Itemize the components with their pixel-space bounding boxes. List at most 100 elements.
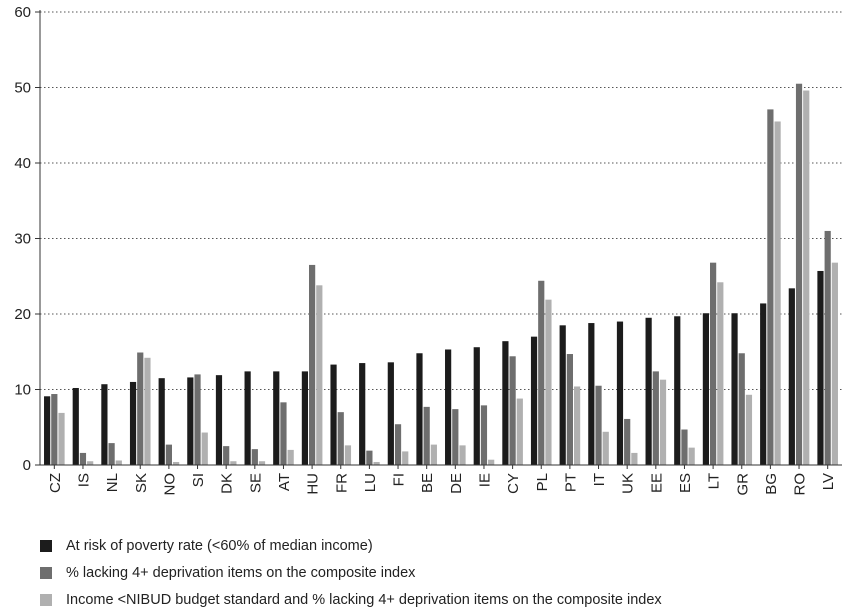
- bar: [588, 323, 594, 465]
- bar: [144, 358, 150, 465]
- bar: [302, 371, 308, 465]
- x-tick-label: IS: [75, 473, 92, 487]
- x-tick-label: ES: [677, 473, 694, 493]
- bar: [624, 419, 630, 465]
- x-tick-label: LU: [362, 473, 379, 492]
- bar: [58, 413, 64, 465]
- bar: [230, 461, 236, 465]
- bar: [746, 395, 752, 465]
- bar: [617, 322, 623, 465]
- bar: [87, 461, 93, 465]
- bar: [502, 341, 508, 465]
- x-tick-label: SE: [247, 473, 264, 493]
- x-tick-label: PL: [534, 473, 551, 491]
- y-tick-label: 10: [14, 382, 31, 399]
- x-tick-label: LV: [820, 473, 837, 490]
- bar: [366, 451, 372, 465]
- bar: [488, 460, 494, 465]
- x-tick-label: IT: [591, 473, 608, 486]
- bar: [101, 384, 107, 465]
- y-tick-label: 0: [23, 457, 31, 474]
- legend-swatch-2: [40, 594, 52, 606]
- bar: [252, 449, 258, 465]
- bar: [481, 405, 487, 465]
- bar: [789, 288, 795, 465]
- bar: [273, 371, 279, 465]
- bar: [646, 318, 652, 465]
- y-tick-label: 30: [14, 231, 31, 248]
- bar: [166, 445, 172, 465]
- bar: [137, 353, 143, 465]
- bar: [109, 443, 115, 465]
- x-tick-label: LT: [706, 473, 723, 489]
- bar: [631, 453, 637, 465]
- x-tick-label: BE: [419, 473, 436, 493]
- y-tick-label: 60: [14, 4, 31, 21]
- x-tick-label: BG: [763, 473, 780, 495]
- bar: [416, 353, 422, 465]
- bar: [767, 109, 773, 465]
- bars: [44, 84, 838, 465]
- bar: [660, 380, 666, 465]
- x-tick-label: DK: [219, 473, 236, 494]
- x-tick-label: CY: [505, 473, 522, 494]
- x-tick-label: FI: [391, 473, 408, 486]
- bar: [395, 424, 401, 465]
- x-tick-label: CZ: [47, 473, 64, 493]
- bar: [459, 445, 465, 465]
- bar: [202, 433, 208, 465]
- bar: [817, 271, 823, 465]
- bar: [703, 313, 709, 465]
- bar: [330, 365, 336, 465]
- bar: [223, 446, 229, 465]
- x-tick-label: UK: [620, 473, 637, 494]
- bar: [338, 412, 344, 465]
- x-tick-label: DE: [448, 473, 465, 494]
- bar: [51, 394, 57, 465]
- bar: [510, 356, 516, 465]
- x-tick-label: EE: [648, 473, 665, 493]
- legend-item: Income <NIBUD budget standard and % lack…: [40, 586, 662, 613]
- bar: [731, 313, 737, 465]
- bar: [424, 407, 430, 465]
- bar: [80, 453, 86, 465]
- bar: [567, 354, 573, 465]
- bar: [517, 399, 523, 465]
- bar: [717, 282, 723, 465]
- bar: [560, 325, 566, 465]
- x-tick-label: SI: [190, 473, 207, 487]
- bar-chart: 0 10 20 30 40 50 60 CZ IS NL SK NO SI DK SE AT HU FR LU FI…: [0, 0, 847, 530]
- bar: [73, 388, 79, 465]
- bar: [595, 386, 601, 465]
- bar: [280, 402, 286, 465]
- legend-swatch-1: [40, 567, 52, 579]
- x-axis-ticks: CZ IS NL SK NO SI DK SE AT HU FR LU FI BE DE IE CY PL PT IT…: [47, 465, 837, 496]
- legend-label: % lacking 4+ deprivation items on the co…: [66, 565, 415, 581]
- bar: [689, 448, 695, 465]
- bar: [288, 450, 294, 465]
- bar: [309, 265, 315, 465]
- bar: [402, 451, 408, 465]
- bar: [245, 371, 251, 465]
- bar: [474, 347, 480, 465]
- bar: [774, 121, 780, 465]
- x-tick-label: AT: [276, 473, 293, 491]
- bar: [116, 460, 122, 465]
- bar: [574, 386, 580, 465]
- bar: [710, 263, 716, 465]
- bar: [760, 303, 766, 465]
- bar: [159, 378, 165, 465]
- x-tick-label: SK: [133, 473, 150, 493]
- bar: [216, 375, 222, 465]
- bar: [674, 316, 680, 465]
- bar: [445, 349, 451, 465]
- x-tick-label: IE: [476, 473, 493, 487]
- bar: [345, 445, 351, 465]
- bar: [316, 285, 322, 465]
- bar: [538, 281, 544, 465]
- y-axis-ticks: 0 10 20 30 40 50 60: [14, 4, 40, 474]
- bar: [531, 337, 537, 465]
- bar: [603, 432, 609, 465]
- bar: [388, 362, 394, 465]
- x-tick-label: NL: [104, 473, 121, 492]
